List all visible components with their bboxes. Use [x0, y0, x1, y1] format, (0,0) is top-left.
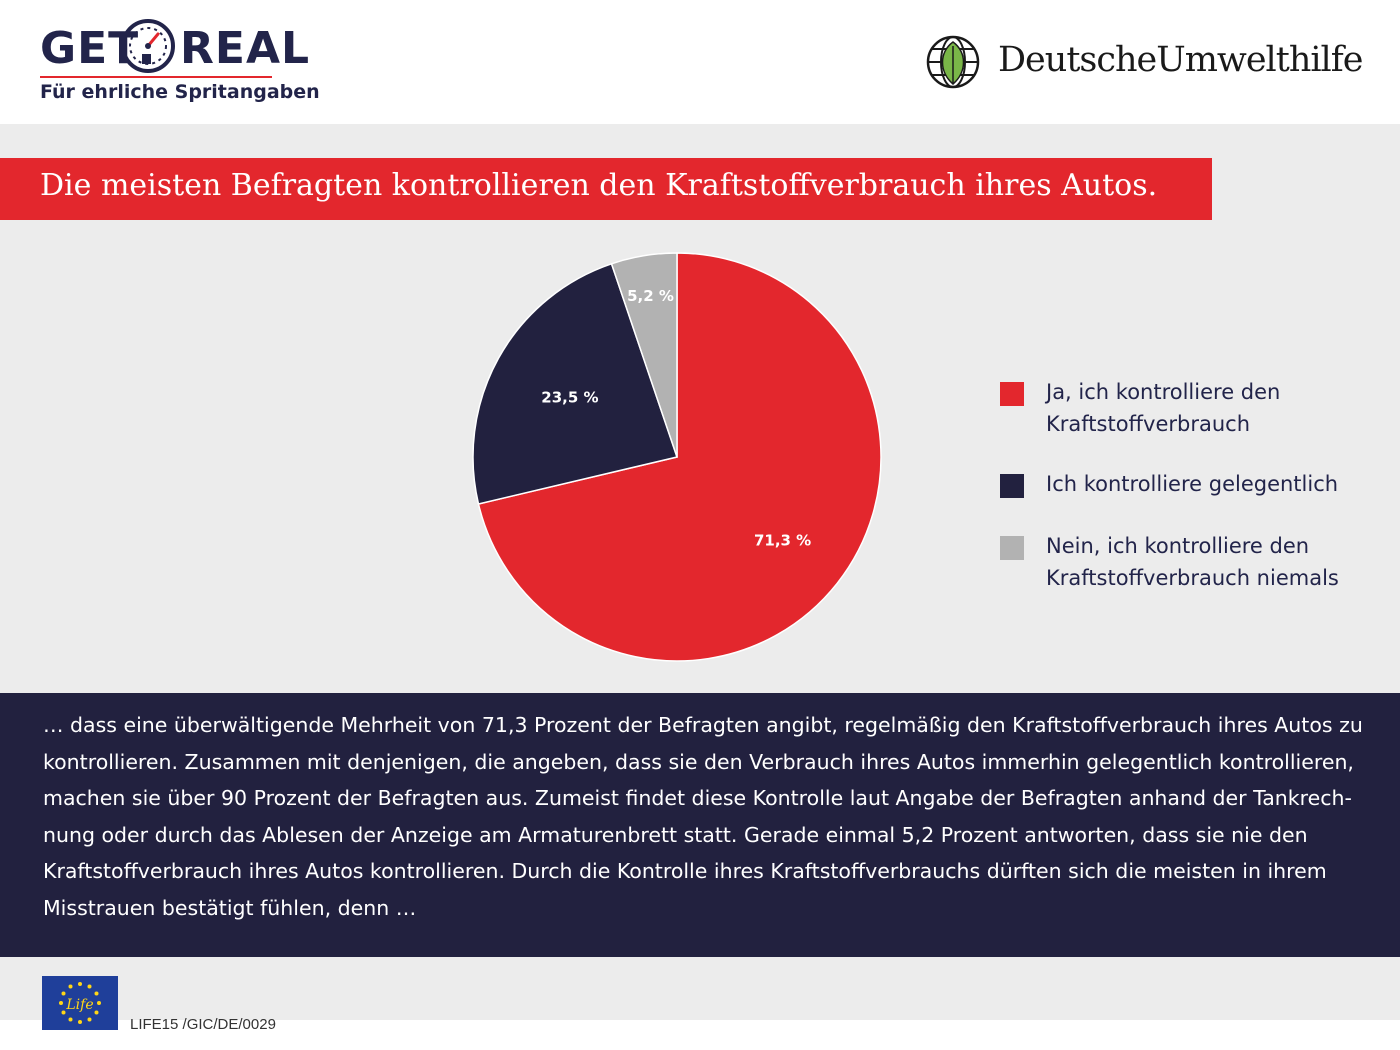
eu-star-icon — [97, 1001, 101, 1005]
project-reference: LIFE15 /GIC/DE/0029 — [130, 1016, 276, 1033]
logo-tagline: Für ehrliche Spritangaben — [40, 81, 320, 103]
pie-slice — [610, 252, 678, 458]
eu-star-icon — [68, 984, 73, 989]
globe-leaf-icon — [926, 35, 980, 89]
summary-paragraph: … dass eine überwältigende Mehrheit von … — [43, 713, 1363, 920]
pie-slice — [472, 262, 678, 505]
eu-star-icon — [87, 1017, 92, 1022]
legend-label: Ja, ich kontrolliere den Kraftstoffverbr… — [1046, 380, 1281, 436]
eu-star-icon — [94, 1010, 99, 1015]
eu-star-icon — [59, 1001, 63, 1005]
header: GET REAL Für ehrliche Spritangaben Deuts… — [0, 0, 1400, 124]
organization-name: DeutscheUmwelthilfe — [998, 40, 1363, 80]
logo-divider — [40, 76, 272, 78]
eu-star-icon — [68, 1017, 73, 1022]
summary-section: … dass eine überwältigende Mehrheit von … — [0, 693, 1400, 957]
pie-chart: 71,3 % 23,5 % 5,2 % — [472, 252, 882, 662]
eu-star-icon — [61, 1010, 66, 1015]
chart-title: Die meisten Befragten kontrollieren den … — [40, 168, 1158, 203]
deutsche-umwelthilfe-logo: DeutscheUmwelthilfe — [922, 34, 1363, 94]
legend-swatch-navy — [1000, 474, 1024, 498]
slice-value-label: 71,3 % — [754, 532, 811, 550]
fuel-gauge-icon — [121, 19, 175, 73]
legend-swatch-red — [1000, 382, 1024, 406]
legend-label: Nein, ich kontrolliere den Kraftstoffver… — [1046, 534, 1339, 590]
footer — [0, 957, 1400, 1020]
footer-strip — [0, 1020, 1400, 1050]
eu-star-icon — [78, 1020, 82, 1024]
logo-word-real: REAL — [180, 23, 311, 74]
eu-star-icon — [94, 991, 99, 996]
eu-star-icon — [61, 991, 66, 996]
title-bar: Die meisten Befragten kontrollieren den … — [0, 158, 1212, 220]
eu-star-icon — [87, 984, 92, 989]
eu-logo-text: Life — [65, 997, 93, 1013]
eu-life-logo: Life — [42, 976, 118, 1030]
slice-value-label: 23,5 % — [541, 389, 598, 407]
eu-star-icon — [78, 982, 82, 986]
slice-value-label: 5,2 % — [627, 287, 674, 305]
legend-label: Ich kontrolliere gelegentlich — [1046, 472, 1339, 496]
legend-swatch-grey — [1000, 536, 1024, 560]
pie-slice — [477, 252, 882, 662]
get-real-logo: GET REAL Für ehrliche Spritangaben — [40, 18, 320, 113]
